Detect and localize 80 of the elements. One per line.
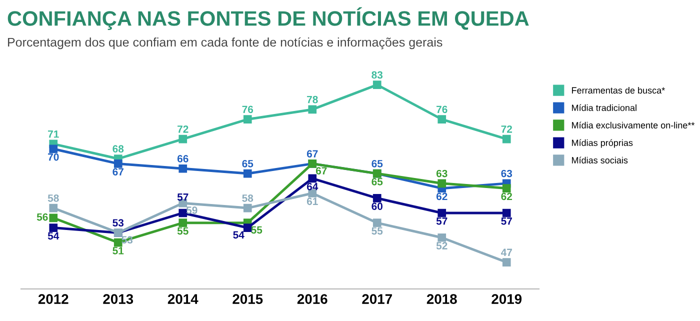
x-tick-label: 2013: [103, 294, 134, 304]
point: [502, 208, 511, 218]
point: [49, 204, 58, 212]
data-label: 67: [316, 167, 327, 174]
data-label: 63: [436, 170, 448, 178]
data-label: 60: [372, 202, 382, 210]
chart-title: CONFIANÇA NAS FONTES DE NOTÍCIAS EM QUEDA: [8, 7, 529, 30]
data-label: 64: [306, 182, 318, 190]
point: [502, 134, 511, 144]
data-label: 71: [48, 130, 59, 138]
x-tick-label: 2016: [297, 294, 328, 304]
data-label: 58: [242, 194, 254, 202]
point: [308, 105, 317, 114]
legend-label: Mídia exclusivamente on-line**: [572, 122, 695, 128]
point: [502, 184, 511, 193]
point: [438, 115, 446, 124]
point: [438, 208, 446, 218]
data-label: 54: [48, 232, 60, 240]
point: [114, 238, 122, 247]
legend-label: Mídias sociais: [572, 156, 628, 164]
point: [372, 218, 382, 228]
data-label: 53: [112, 219, 124, 227]
data-label: 65: [372, 178, 383, 186]
point: [49, 214, 58, 222]
data-label: 83: [372, 71, 383, 79]
data-label: 61: [306, 198, 318, 206]
data-label: 56: [36, 213, 48, 221]
data-label: 76: [436, 106, 448, 114]
data-label: 52: [436, 242, 448, 250]
point: [308, 174, 317, 183]
data-label: 57: [177, 194, 188, 201]
data-label: 47: [500, 248, 512, 256]
data-label: 78: [307, 96, 318, 104]
x-tick-label: 2015: [232, 294, 263, 304]
data-label: 62: [436, 192, 448, 200]
data-label: 76: [242, 106, 254, 114]
legend-label: Mídias próprias: [572, 139, 633, 148]
point: [49, 224, 58, 232]
data-label: 65: [372, 160, 383, 168]
legend-label: Mídia tradicional: [572, 104, 636, 112]
point: [178, 208, 188, 218]
data-label: 70: [48, 153, 59, 161]
chart-subtitle: Porcentagem dos que confiam em cada fonte de notícias e informações gerais: [8, 37, 442, 50]
data-label: 66: [177, 155, 188, 162]
x-tick-label: 2017: [362, 294, 392, 304]
x-tick-label: 2014: [168, 294, 198, 304]
data-label: 65: [242, 160, 254, 168]
point: [243, 204, 252, 212]
legend-label: Ferramentas de busca*: [572, 86, 665, 94]
data-label: 55: [372, 227, 383, 235]
data-label: 72: [178, 125, 188, 133]
data-label: 55: [177, 227, 188, 235]
data-label: 68: [112, 145, 124, 153]
point: [502, 258, 511, 266]
point: [178, 134, 188, 144]
point: [49, 144, 58, 154]
point: [372, 80, 382, 89]
point: [114, 160, 122, 168]
data-label: 67: [306, 150, 318, 158]
point: [243, 115, 252, 124]
data-label: 58: [48, 194, 59, 202]
data-label: 67: [112, 168, 124, 176]
data-label: 59: [186, 206, 198, 214]
data-label: 62: [501, 192, 512, 200]
point: [178, 218, 188, 228]
data-label: 63: [501, 170, 512, 178]
data-label: 57: [436, 218, 448, 225]
point: [243, 169, 252, 178]
point: [178, 164, 188, 173]
data-label: 51: [112, 247, 124, 254]
x-tick-label: 2018: [426, 294, 457, 304]
data-label: 54: [233, 231, 244, 239]
x-tick-label: 2012: [38, 294, 68, 304]
x-tick-label: 2019: [492, 294, 522, 304]
data-label: 72: [501, 125, 512, 133]
data-label: 57: [501, 218, 512, 225]
point: [438, 179, 446, 188]
point: [438, 233, 446, 242]
point: [372, 194, 382, 202]
point: [243, 224, 252, 232]
